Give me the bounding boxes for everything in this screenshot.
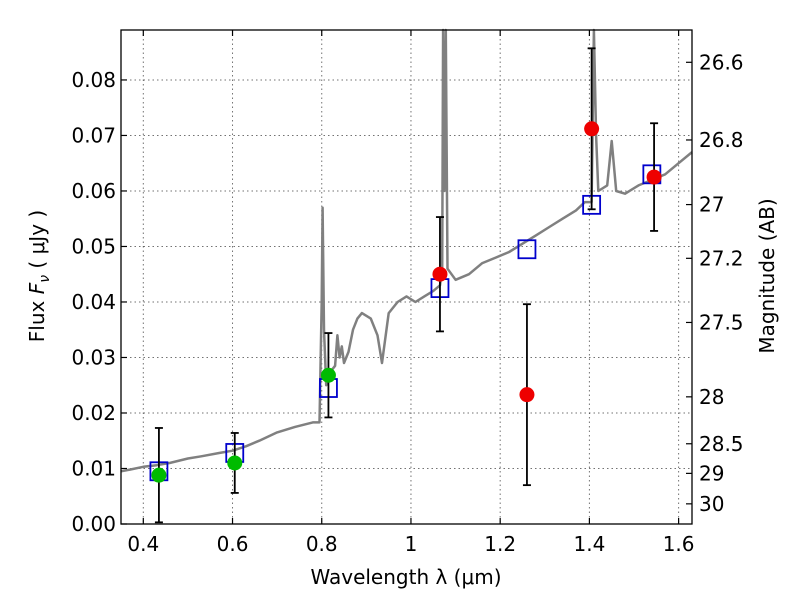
model-point-4 [517, 239, 537, 260]
mag-tick-label-3: 27.2 [699, 246, 744, 270]
mag-tick-label-5: 28 [699, 385, 724, 409]
nir-point-3 [646, 169, 662, 185]
grid-lines [121, 30, 692, 524]
mag-tick-label-8: 30 [699, 492, 724, 516]
x-tick-label-5: 1.4 [573, 532, 605, 556]
y-axis-label-symbol: F [25, 282, 49, 294]
nir-point-1 [519, 387, 535, 403]
y-axis-label-suffix: ( μJy ) [25, 210, 49, 275]
optical-point-0 [151, 467, 167, 483]
mag-tick-label-4: 27.5 [699, 310, 744, 334]
optical-point-2 [320, 367, 336, 383]
y-tick-label-2: 0.02 [71, 401, 116, 425]
y-axis-label-subscript: ν [37, 275, 53, 283]
y-tick-label-3: 0.03 [71, 345, 116, 369]
mag-tick-label-0: 26.6 [699, 50, 744, 74]
x-tick-label-4: 1.2 [484, 532, 516, 556]
mag-tick-label-2: 27 [699, 193, 724, 217]
tick-labels: 0.4 0.6 0.8 1 1.2 1.4 1.6 0.00 0.01 0.02 0.03 0.04 0… [71, 50, 743, 556]
nir-photometry-series [432, 121, 662, 403]
x-tick-label-2: 0.8 [306, 532, 338, 556]
nir-point-0 [432, 266, 448, 282]
y-tick-label-5: 0.05 [71, 234, 116, 258]
axis-ticks [121, 30, 692, 525]
x-tick-label-6: 1.6 [663, 532, 695, 556]
y-axis-label-prefix: Flux [25, 294, 49, 342]
y-tick-label-7: 0.07 [71, 123, 116, 147]
y-axis-label: Flux Fν ( μJy ) [25, 210, 53, 342]
y-tick-label-1: 0.01 [71, 456, 116, 480]
spectrum-series [120, 28, 693, 473]
y-tick-label-6: 0.06 [71, 179, 116, 203]
y-tick-label-4: 0.04 [71, 290, 116, 314]
x-tick-label-3: 1 [405, 532, 418, 556]
optical-photometry-series [151, 367, 336, 483]
x-tick-label-1: 0.6 [217, 532, 249, 556]
y-tick-label-8: 0.08 [71, 68, 116, 92]
mag-tick-label-6: 28.5 [699, 432, 744, 456]
spectrum-line [120, 28, 693, 473]
plot-frame [120, 29, 693, 525]
x-axis-label: Wavelength λ (μm) [310, 565, 501, 589]
magnitude-axis-label: Magnitude (AB) [755, 198, 779, 353]
mag-tick-label-7: 29 [699, 461, 724, 485]
x-tick-label-0: 0.4 [127, 532, 159, 556]
nir-point-2 [584, 121, 600, 137]
y-tick-label-0: 0.00 [71, 512, 116, 536]
mag-tick-label-1: 26.8 [699, 128, 744, 152]
optical-point-1 [227, 455, 243, 471]
model-photometry-series [149, 164, 662, 482]
